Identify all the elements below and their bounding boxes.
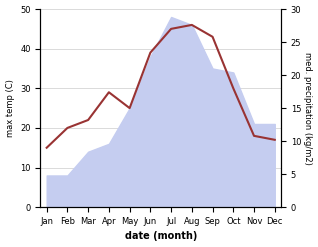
- Y-axis label: med. precipitation (kg/m2): med. precipitation (kg/m2): [303, 52, 313, 165]
- Y-axis label: max temp (C): max temp (C): [5, 79, 15, 137]
- X-axis label: date (month): date (month): [125, 231, 197, 242]
